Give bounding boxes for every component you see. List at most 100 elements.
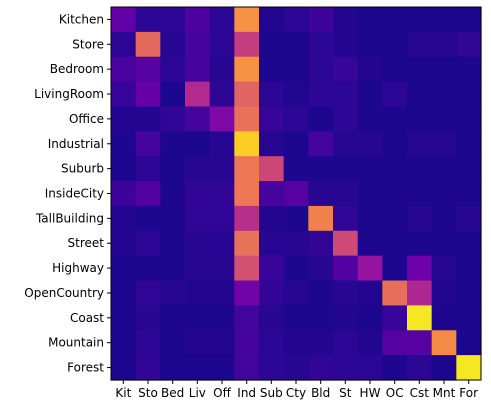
heatmap-cell-Street-Mnt xyxy=(431,230,457,257)
heatmap-cell-Bedroom-Ind xyxy=(234,56,260,83)
heatmap-cell-Mountain-Sto xyxy=(135,330,161,356)
heatmap-cell-Street-Bed xyxy=(160,230,186,257)
heatmap-cell-Forest-Mnt xyxy=(431,355,457,381)
heatmap-cell-Forest-HW xyxy=(357,355,383,381)
y-tick-label: Store xyxy=(72,37,104,51)
heatmap-cell-LivingRoom-Sto xyxy=(135,81,161,108)
heatmap-cell-Bedroom-Sto xyxy=(135,56,161,83)
heatmap-cell-Highway-Mnt xyxy=(431,255,457,282)
heatmap-cell-Mountain-OC xyxy=(382,330,408,356)
heatmap-cell-TallBuilding-Kit xyxy=(111,205,137,232)
heatmap-cell-LivingRoom-Ind xyxy=(234,81,260,108)
heatmap-cell-TallBuilding-Ind xyxy=(234,205,260,232)
heatmap-cell-Office-HW xyxy=(357,106,383,132)
heatmap-cell-TallBuilding-For xyxy=(456,205,482,232)
heatmap-cell-Highway-Liv xyxy=(185,255,211,282)
heatmap-cell-TallBuilding-Mnt xyxy=(431,205,457,232)
heatmap-cell-Forest-Bed xyxy=(160,355,186,381)
heatmap-cell-Highway-Cst xyxy=(407,255,433,282)
heatmap-cell-Bedroom-OC xyxy=(382,56,408,83)
y-tick-label: TallBuilding xyxy=(35,211,104,225)
heatmap-cell-InsideCity-Mnt xyxy=(431,181,457,207)
x-tick-label: OC xyxy=(386,386,404,400)
heatmap-cell-OpenCountry-HW xyxy=(357,280,383,306)
heatmap-cell-Highway-Bld xyxy=(308,255,334,282)
heatmap-cell-Office-Kit xyxy=(111,106,137,132)
y-tick-label: Mountain xyxy=(48,336,104,350)
heatmap-cell-LivingRoom-Sub xyxy=(259,81,285,108)
heatmap-cell-Store-Sub xyxy=(259,31,285,58)
heatmap-cell-Forest-For xyxy=(456,355,482,381)
heatmap-cell-Store-Cst xyxy=(407,31,433,58)
heatmap-cell-TallBuilding-St xyxy=(333,205,359,232)
heatmap-cell-LivingRoom-OC xyxy=(382,81,408,108)
heatmap-cell-LivingRoom-HW xyxy=(357,81,383,108)
heatmap-cell-Mountain-Bed xyxy=(160,330,186,356)
heatmap-cell-Store-HW xyxy=(357,31,383,58)
heatmap-cell-Street-Ind xyxy=(234,230,260,257)
heatmap-cell-Office-OC xyxy=(382,106,408,132)
heatmap-cell-TallBuilding-Sto xyxy=(135,205,161,232)
heatmap-cell-Street-Kit xyxy=(111,230,137,257)
x-tick-label: Sto xyxy=(138,386,158,400)
heatmap-cell-Suburb-Kit xyxy=(111,156,137,182)
y-axis: Kitchen Store Bedroom LivingRoom Office Indus… xyxy=(24,12,111,375)
heatmap-cell-LivingRoom-Cst xyxy=(407,81,433,108)
heatmap-cell-Forest-Sto xyxy=(135,355,161,381)
heatmap-cell-Street-OC xyxy=(382,230,408,257)
heatmap-cell-InsideCity-Kit xyxy=(111,181,137,207)
y-tick-label: Kitchen xyxy=(59,12,104,26)
heatmap-cell-Suburb-St xyxy=(333,156,359,182)
heatmap-cell-Industrial-Cty xyxy=(283,131,309,157)
heatmap-cell-Coast-Liv xyxy=(185,305,211,331)
heatmap-cell-Forest-Sub xyxy=(259,355,285,381)
heatmap-cell-InsideCity-Sub xyxy=(259,181,285,207)
heatmap-cell-InsideCity-St xyxy=(333,181,359,207)
x-tick-label: Cty xyxy=(286,386,306,400)
heatmap-cell-OpenCountry-Sub xyxy=(259,280,285,306)
heatmap-cell-Mountain-Cst xyxy=(407,330,433,356)
heatmap-cell-Mountain-Kit xyxy=(111,330,137,356)
heatmap-cell-Mountain-Cty xyxy=(283,330,309,356)
heatmap-cell-Store-Bld xyxy=(308,31,334,58)
heatmap-cell-Bedroom-Bed xyxy=(160,56,186,83)
x-tick-label: Off xyxy=(213,386,231,400)
y-tick-label: Coast xyxy=(70,311,104,325)
heatmap-cell-Bedroom-HW xyxy=(357,56,383,83)
heatmap-cell-Coast-Mnt xyxy=(431,305,457,331)
heatmap-cell-Street-For xyxy=(456,230,482,257)
heatmap-cell-Bedroom-St xyxy=(333,56,359,83)
heatmap-cell-OpenCountry-OC xyxy=(382,280,408,306)
heatmap-cell-Suburb-Liv xyxy=(185,156,211,182)
heatmap-cell-Office-For xyxy=(456,106,482,132)
heatmap-cell-Coast-Cst xyxy=(407,305,433,331)
heatmap-cell-Industrial-St xyxy=(333,131,359,157)
heatmap-cell-Street-St xyxy=(333,230,359,257)
x-tick-label: Mnt xyxy=(433,386,456,400)
heatmap-cell-Store-St xyxy=(333,31,359,58)
x-tick-label: St xyxy=(339,386,352,400)
heatmap-cell-Bedroom-Cst xyxy=(407,56,433,83)
heatmap-cell-Industrial-Cst xyxy=(407,131,433,157)
heatmap-cell-Industrial-Liv xyxy=(185,131,211,157)
heatmap-cell-Coast-Cty xyxy=(283,305,309,331)
heatmap-cell-InsideCity-OC xyxy=(382,181,408,207)
heatmap-cell-LivingRoom-Off xyxy=(209,81,235,108)
heatmap-cell-Street-Sto xyxy=(135,230,161,257)
heatmap-cell-Coast-HW xyxy=(357,305,383,331)
heatmap-cell-Kitchen-HW xyxy=(357,7,383,33)
heatmap-cell-TallBuilding-Cty xyxy=(283,205,309,232)
heatmap-cell-OpenCountry-Bld xyxy=(308,280,334,306)
heatmap-cell-Industrial-HW xyxy=(357,131,383,157)
heatmap-cell-Office-Off xyxy=(209,106,235,132)
heatmap-cell-Coast-Ind xyxy=(234,305,260,331)
y-tick-label: Bedroom xyxy=(50,62,104,76)
heatmap-cell-OpenCountry-Kit xyxy=(111,280,137,306)
heatmap-cell-InsideCity-Bld xyxy=(308,181,334,207)
heatmap-cell-Office-Mnt xyxy=(431,106,457,132)
heatmap-cell-Mountain-HW xyxy=(357,330,383,356)
heatmap-cell-Mountain-Off xyxy=(209,330,235,356)
y-tick-label: Suburb xyxy=(61,162,104,176)
heatmap-cell-OpenCountry-Cty xyxy=(283,280,309,306)
heatmap-cell-Store-Ind xyxy=(234,31,260,58)
